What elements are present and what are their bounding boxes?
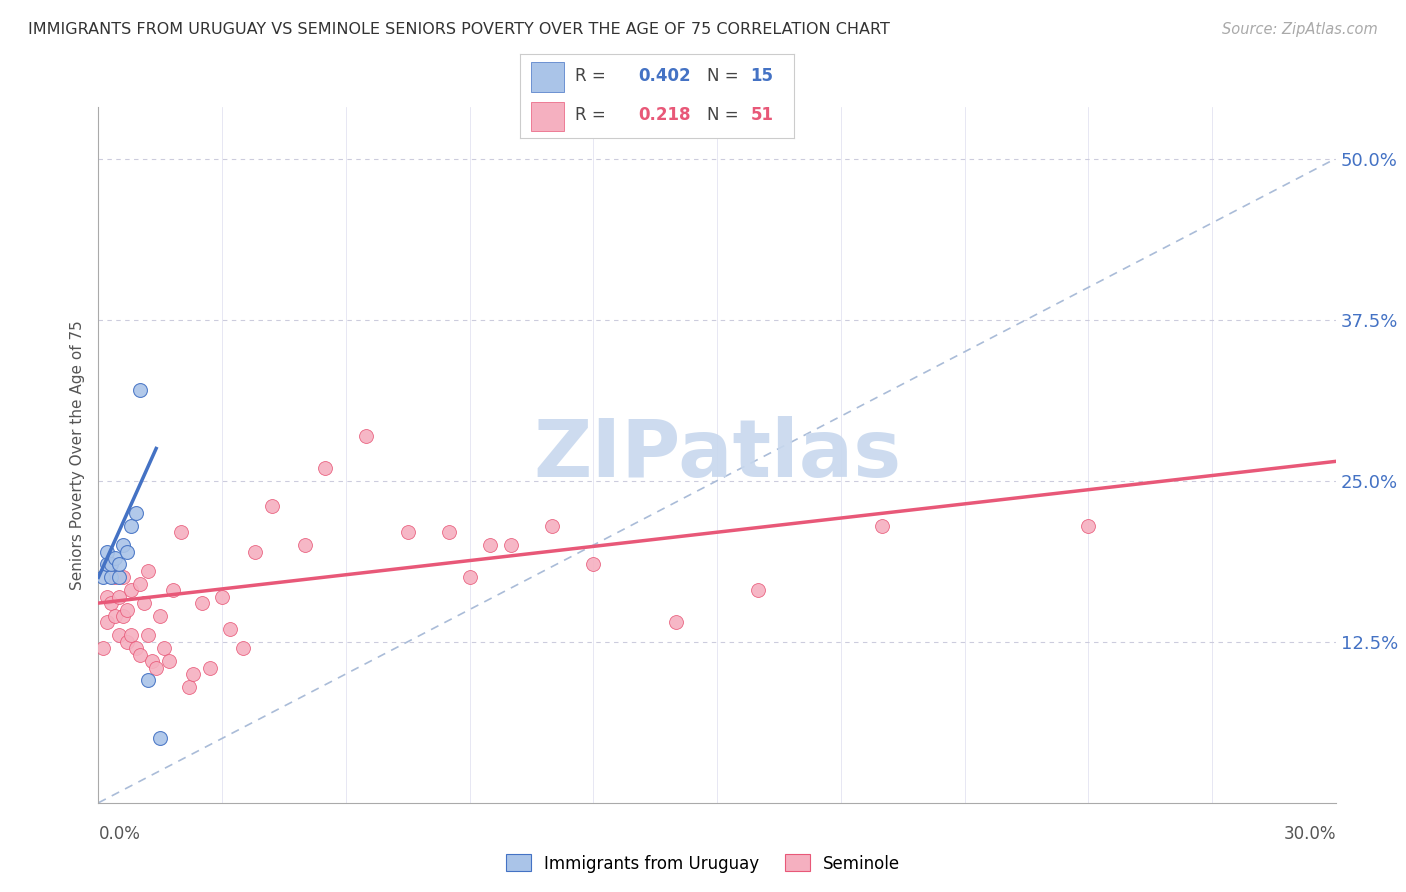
Point (108, 570, 131, 584)
Point (499, 538, 522, 552)
Point (112, 609, 135, 624)
Point (117, 544, 139, 558)
Point (100, 570, 122, 584)
Legend: Immigrants from Uruguay, Seminole: Immigrants from Uruguay, Seminole (499, 847, 907, 880)
Text: R =: R = (575, 68, 612, 86)
Point (91, 570, 114, 584)
Point (1077, 518, 1099, 533)
Point (232, 641, 254, 656)
Text: 30.0%: 30.0% (1284, 825, 1336, 843)
Point (117, 634, 139, 648)
Point (356, 428, 378, 442)
Text: ZIPatlas: ZIPatlas (533, 416, 901, 494)
Point (747, 583, 769, 598)
Point (112, 538, 135, 552)
Point (219, 622, 242, 636)
Point (108, 590, 131, 604)
Point (665, 615, 688, 630)
Y-axis label: Seniors Poverty Over the Age of 75: Seniors Poverty Over the Age of 75 (70, 320, 86, 590)
Point (170, 525, 193, 540)
Point (541, 518, 564, 533)
Point (179, 680, 201, 694)
Point (437, 525, 460, 540)
Point (136, 564, 159, 578)
Point (91, 641, 114, 656)
Point (124, 506, 146, 520)
Point (132, 596, 155, 610)
Point (100, 558, 122, 572)
Point (120, 518, 142, 533)
Text: Source: ZipAtlas.com: Source: ZipAtlas.com (1222, 22, 1378, 37)
Point (124, 641, 146, 656)
Point (157, 654, 180, 668)
Point (582, 558, 605, 572)
Point (479, 538, 502, 552)
Point (149, 731, 172, 746)
Point (120, 583, 142, 598)
Text: N =: N = (707, 106, 744, 124)
Point (100, 558, 122, 572)
Point (162, 583, 184, 598)
Text: 15: 15 (751, 68, 773, 86)
Point (112, 570, 135, 584)
Point (145, 660, 167, 674)
Point (120, 628, 142, 642)
Text: 0.402: 0.402 (638, 68, 690, 86)
Point (96, 558, 118, 572)
Point (243, 544, 266, 558)
Point (149, 609, 172, 624)
Point (314, 460, 336, 475)
Point (96, 590, 118, 604)
Text: IMMIGRANTS FROM URUGUAY VS SEMINOLE SENIORS POVERTY OVER THE AGE OF 75 CORRELATI: IMMIGRANTS FROM URUGUAY VS SEMINOLE SENI… (28, 22, 890, 37)
Point (136, 673, 159, 688)
Point (96, 544, 118, 558)
Point (294, 538, 316, 552)
Text: R =: R = (575, 106, 616, 124)
Point (104, 551, 127, 566)
Point (104, 609, 127, 624)
Point (260, 500, 283, 514)
FancyBboxPatch shape (531, 102, 564, 131)
Point (153, 641, 176, 656)
Point (458, 570, 481, 584)
Point (108, 628, 131, 642)
Point (190, 596, 212, 610)
Point (104, 570, 127, 584)
Point (181, 667, 204, 681)
Point (96, 615, 118, 630)
Point (128, 648, 150, 662)
Point (117, 602, 139, 616)
Point (870, 518, 893, 533)
Point (198, 660, 221, 674)
FancyBboxPatch shape (531, 62, 564, 92)
Point (108, 558, 131, 572)
Text: 51: 51 (751, 106, 773, 124)
Point (136, 628, 159, 642)
Point (128, 384, 150, 398)
Text: 0.218: 0.218 (638, 106, 690, 124)
Point (141, 654, 163, 668)
Point (128, 576, 150, 591)
Point (396, 525, 419, 540)
Text: N =: N = (707, 68, 744, 86)
Point (100, 596, 122, 610)
Point (211, 590, 233, 604)
Text: 0.0%: 0.0% (98, 825, 141, 843)
